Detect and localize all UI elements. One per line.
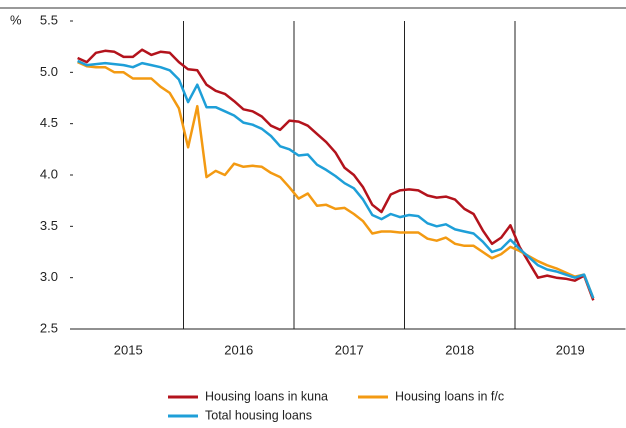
- legend-label: Housing loans in f/c: [395, 389, 504, 403]
- y-tick-label: 4.0: [40, 166, 58, 181]
- series-line: [77, 60, 595, 299]
- y-tick-label: 5.5: [40, 12, 58, 27]
- y-tick-label: 3.5: [40, 218, 58, 233]
- series-line: [77, 48, 595, 301]
- y-tick-label: 2.5: [40, 320, 58, 335]
- y-tick-label: 5.0: [40, 64, 58, 79]
- y-tick-label: 3.0: [40, 269, 58, 284]
- x-tick-label: 2018: [445, 342, 474, 357]
- legend-label: Housing loans in kuna: [205, 389, 328, 403]
- x-tick-label: 2015: [114, 342, 143, 357]
- x-tick-label: 2019: [556, 342, 585, 357]
- legend-label: Total housing loans: [205, 408, 312, 422]
- series-line: [77, 59, 595, 299]
- x-tick-label: 2017: [335, 342, 364, 357]
- y-axis-label: %: [10, 12, 22, 27]
- x-tick-label: 2016: [224, 342, 253, 357]
- y-tick-label: 4.5: [40, 115, 58, 130]
